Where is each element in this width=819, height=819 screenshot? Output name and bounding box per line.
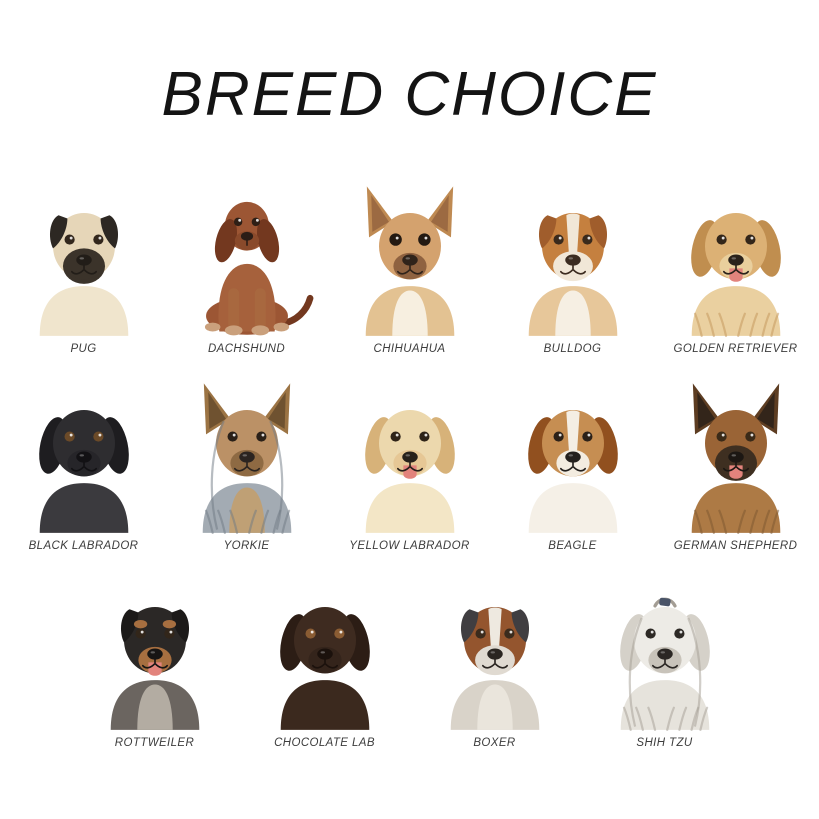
breed-cell: BEAGLE <box>491 379 654 552</box>
breed-label: BULLDOG <box>543 343 602 355</box>
beagle-illustration <box>498 379 648 534</box>
breed-label: SHIH TZU <box>636 737 693 749</box>
breed-cell: GOLDEN RETRIEVER <box>654 182 817 355</box>
breed-row: ROTTWEILER CHOCOLATE LAB BOXER SHIH TZU <box>0 576 819 749</box>
breed-label: BLACK LABRADOR <box>28 540 139 552</box>
breed-cell: BULLDOG <box>491 182 654 355</box>
breed-cell: PUG <box>2 182 165 355</box>
breed-cell: BOXER <box>410 576 580 749</box>
chihuahua-illustration <box>335 182 485 337</box>
breed-grid: PUG DACHSHUND CHIHUAHUA BULLDOG GOLDEN RETRI… <box>0 182 819 749</box>
german-shepherd-illustration <box>661 379 811 534</box>
breed-cell: GERMAN SHEPHERD <box>654 379 817 552</box>
breed-row: PUG DACHSHUND CHIHUAHUA BULLDOG GOLDEN RETRI… <box>0 182 819 355</box>
shih-tzu-illustration <box>590 576 740 731</box>
breed-cell: DACHSHUND <box>165 182 328 355</box>
breed-label: YELLOW LABRADOR <box>349 540 470 552</box>
pug-illustration <box>9 182 159 337</box>
black-labrador-illustration <box>9 379 159 534</box>
breed-cell: YORKIE <box>165 379 328 552</box>
rottweiler-illustration <box>80 576 230 731</box>
breed-label: CHIHUAHUA <box>373 343 446 355</box>
breed-label: CHOCOLATE LAB <box>274 737 375 749</box>
breed-cell: SHIH TZU <box>580 576 750 749</box>
breed-cell: CHOCOLATE LAB <box>240 576 410 749</box>
yorkie-illustration <box>172 379 322 534</box>
breed-label: PUG <box>70 343 97 355</box>
poster-title: BREED CHOICE <box>161 60 658 129</box>
breed-label: BOXER <box>473 737 516 749</box>
breed-label: ROTTWEILER <box>114 737 195 749</box>
breed-label: DACHSHUND <box>207 343 286 355</box>
breed-cell: YELLOW LABRADOR <box>328 379 491 552</box>
breed-cell: BLACK LABRADOR <box>2 379 165 552</box>
chocolate-lab-illustration <box>250 576 400 731</box>
yellow-labrador-illustration <box>335 379 485 534</box>
breed-label: GERMAN SHEPHERD <box>673 540 798 552</box>
dachshund-illustration <box>172 182 322 337</box>
breed-label: BEAGLE <box>548 540 597 552</box>
breed-label: GOLDEN RETRIEVER <box>673 343 798 355</box>
bulldog-illustration <box>498 182 648 337</box>
boxer-illustration <box>420 576 570 731</box>
breed-cell: ROTTWEILER <box>70 576 240 749</box>
breed-cell: CHIHUAHUA <box>328 182 491 355</box>
breed-row: BLACK LABRADOR YORKIE YELLOW LABRADOR BEAGL… <box>0 379 819 552</box>
golden-retriever-illustration <box>661 182 811 337</box>
breed-label: YORKIE <box>223 540 270 552</box>
